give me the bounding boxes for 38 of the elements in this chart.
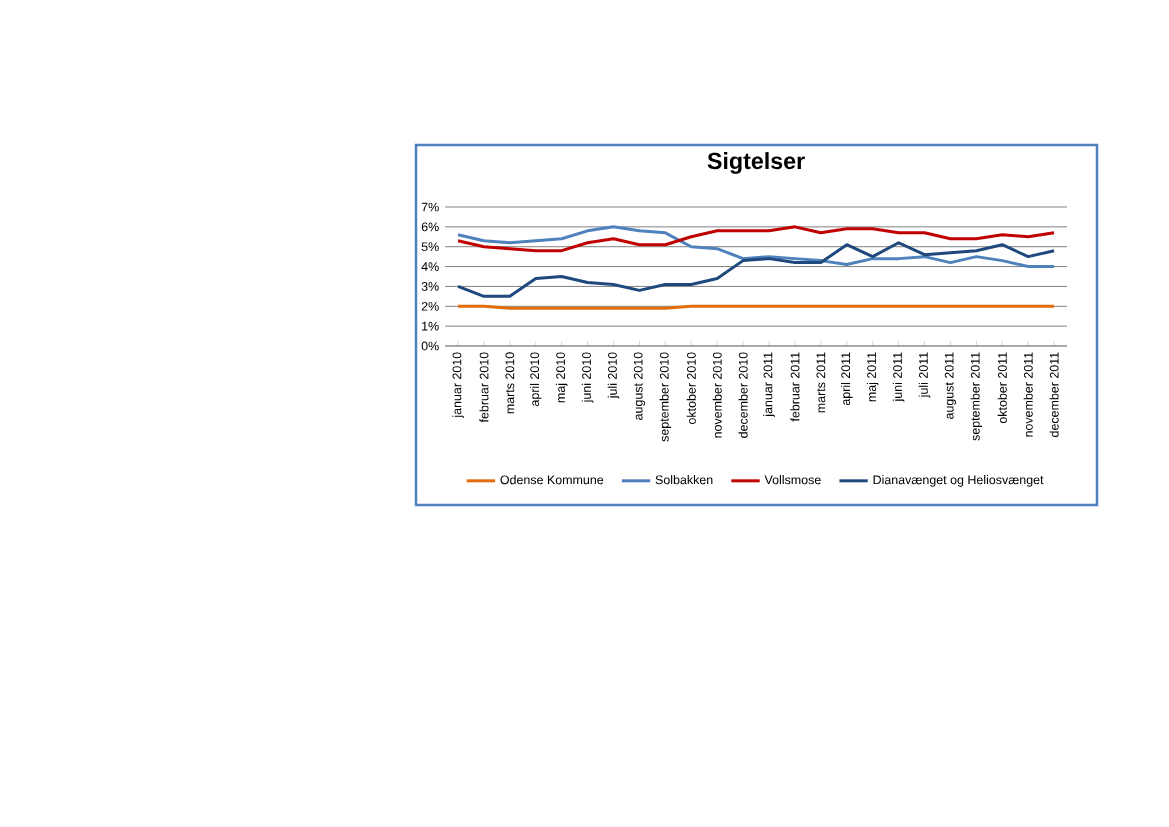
y-tick-label: 1% <box>422 321 439 331</box>
x-tick-label: september 2010 <box>659 352 672 442</box>
x-tick-label: oktober 2011 <box>997 352 1007 424</box>
y-tick-label: 6% <box>421 222 439 232</box>
y-tick-label: 7% <box>421 202 439 212</box>
x-tick-label: april 2010 <box>529 352 542 407</box>
y-tick-label: 2% <box>421 301 439 311</box>
y-tick-label: 3% <box>421 282 439 291</box>
x-tick-label: januar 2010 <box>452 352 464 418</box>
x-tick-label: august 2011 <box>944 352 957 419</box>
x-tick-label: maj 2011 <box>866 352 879 402</box>
x-tick-label: april 2011 <box>840 352 853 406</box>
x-tick-label: december 2011 <box>1049 352 1059 437</box>
x-tick-label: november 2010 <box>712 352 722 438</box>
x-tick-label: oktober 2010 <box>686 352 696 425</box>
x-tick-label: juli 2011 <box>918 352 931 398</box>
x-tick-label: marts 2011 <box>816 352 826 413</box>
x-tick-label: marts 2010 <box>505 352 515 414</box>
x-tick-label: juni 2010 <box>581 352 594 403</box>
x-tick-label: maj 2010 <box>555 352 568 403</box>
y-tick-label: 4% <box>421 262 439 271</box>
x-tick-label: juni 2011 <box>892 352 905 402</box>
chart-title: Sigtelser <box>707 152 805 174</box>
x-tick-label: august 2010 <box>633 352 646 420</box>
x-tick-label: juli 2010 <box>607 352 620 399</box>
x-tick-label: november 2011 <box>1023 352 1033 437</box>
legend-label: Vollsmose <box>764 475 821 485</box>
x-tick-label: december 2010 <box>738 352 748 438</box>
legend-label: Solbakken <box>655 475 713 485</box>
x-tick-label: september 2011 <box>970 352 983 441</box>
line-series <box>456 241 1056 298</box>
legend-label: Odense Kommune <box>500 475 604 485</box>
legend-label: Dianavænget og Heliosvænget <box>873 475 1044 487</box>
x-tick-label: februar 2010 <box>479 352 489 423</box>
x-tick-label: januar 2011 <box>763 352 775 418</box>
x-tick-label: februar 2011 <box>790 352 800 422</box>
y-tick-label: 0% <box>421 341 439 351</box>
y-tick-label: 5% <box>421 242 439 252</box>
